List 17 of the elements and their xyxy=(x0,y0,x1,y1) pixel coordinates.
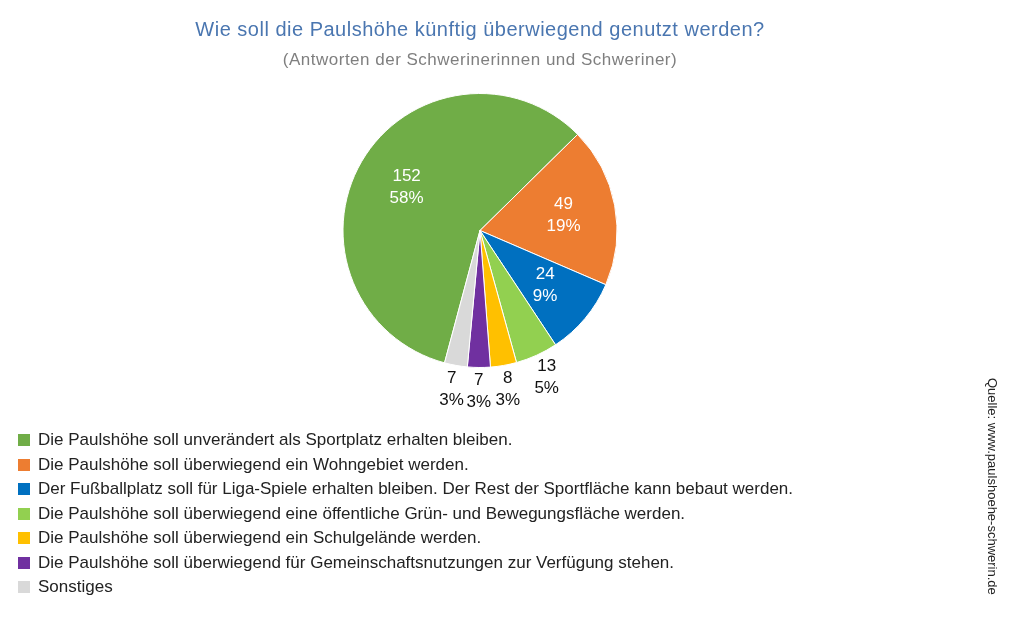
data-label: 152 58% xyxy=(389,166,424,208)
data-label: 24 9% xyxy=(532,263,558,305)
legend-label: Die Paulshöhe soll überwiegend ein Schulgelände werden. xyxy=(38,528,482,549)
chart-subtitle: (Antworten der Schwerinerinnen und Schweriner) xyxy=(281,50,679,70)
data-label: 8 3% xyxy=(495,367,521,409)
legend-label: Die Paulshöhe soll überwiegend ein Wohngebiet werden. xyxy=(38,454,469,475)
data-label: 7 3% xyxy=(439,367,464,409)
legend-label: Die Paulshöhe soll unverändert als Sportplatz erhalten bleiben. xyxy=(38,430,513,451)
legend-label: Die Paulshöhe soll überwiegend für Gemeinschaftsnutzungen zur Verfügung stehen. xyxy=(38,552,675,573)
data-label: 7 3% xyxy=(466,370,491,412)
legend-label: Sonstiges xyxy=(38,577,113,598)
source-note: Quelle: www.paulshoehe-schwerin.de xyxy=(985,378,1000,595)
legend-label: Der Fußballplatz soll für Liga-Spiele erhalten bleiben. Der Rest der Sportfläche kann bebaut werden. xyxy=(38,479,794,500)
chart-title: Wie soll die Paulshöhe künftig überwiegend genutzt werden? xyxy=(194,18,766,41)
legend-label: Die Paulshöhe soll überwiegend eine öffentliche Grün- und Bewegungsfläche werden. xyxy=(38,503,686,524)
data-label: 13 5% xyxy=(534,355,559,397)
data-label: 49 19% xyxy=(546,193,581,235)
